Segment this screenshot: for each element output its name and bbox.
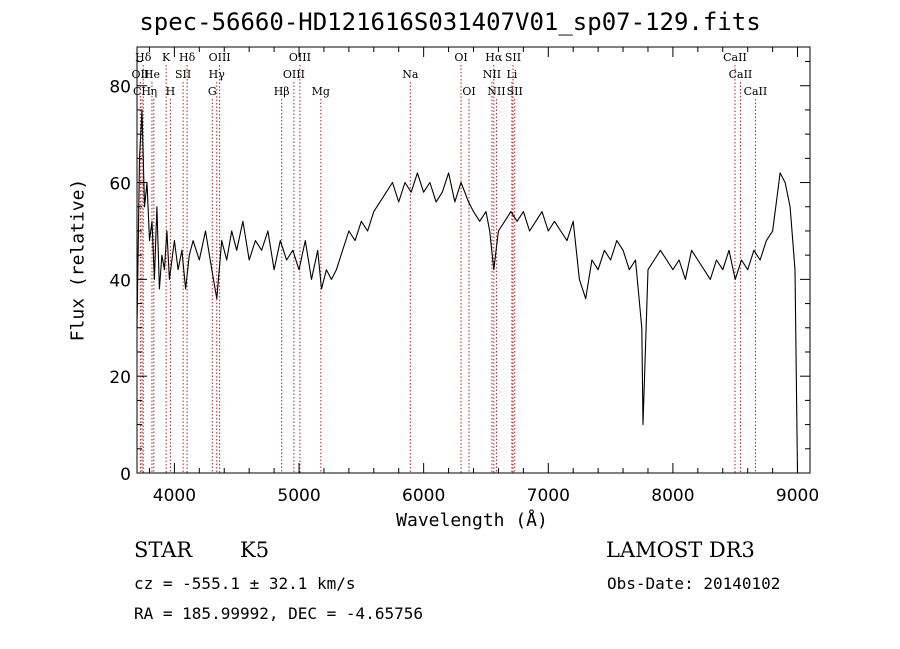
object-subclass: K5	[240, 538, 270, 562]
line-marker-label-5: OI	[454, 51, 467, 64]
x-axis-ticks: 4000 5000 6000 7000 8000 9000	[148, 47, 819, 506]
x-tick-label-2: 6000	[402, 486, 445, 506]
spectrum-line-0	[136, 109, 799, 474]
ra-dec-coordinates: RA = 185.99992, DEC = -4.65756	[134, 604, 423, 623]
line-marker-label-14: Na	[402, 68, 419, 81]
y-axis-ticks: 0 20 40 60 80	[109, 61, 810, 485]
line-marker-label-8: CaII	[723, 51, 747, 64]
y-tick-label-3: 60	[109, 175, 131, 195]
line-marker-label-6: Hα	[485, 51, 503, 64]
line-marker-label-17: CaII	[729, 68, 753, 81]
spectrum-series	[136, 109, 799, 474]
line-marker-label-26: SII	[507, 85, 523, 98]
redshift-cz: cz = -555.1 ± 32.1 km/s	[134, 574, 356, 593]
observation-date: Obs-Date: 20140102	[607, 574, 781, 593]
line-marker-label-0: Hδ	[135, 51, 152, 64]
y-tick-label-0: 0	[120, 465, 131, 485]
line-marker-label-23: Mg	[312, 85, 330, 98]
line-marker-label-9: OII	[132, 68, 150, 81]
x-tick-label-3: 7000	[527, 486, 570, 506]
line-marker-label-4: OIII	[289, 51, 311, 64]
line-marker-label-7: SII	[505, 51, 521, 64]
x-tick-label-0: 4000	[153, 486, 196, 506]
x-tick-label-1: 5000	[277, 486, 320, 506]
plot-frame	[136, 46, 811, 474]
line-marker-label-27: CaII	[744, 85, 768, 98]
line-marker-label-11: SII	[175, 68, 191, 81]
line-marker-label-21: G	[208, 85, 217, 98]
chart-title: spec-56660-HD121616S031407V01_sp07-129.f…	[139, 8, 761, 36]
line-marker-label-1: K	[162, 51, 171, 64]
x-tick-label-5: 9000	[776, 486, 819, 506]
y-tick-label-4: 80	[109, 78, 131, 98]
line-marker-label-13: OIII	[283, 68, 305, 81]
x-axis-label: Wavelength (Å)	[396, 510, 548, 531]
line-marker-label-18: CH	[133, 85, 151, 98]
y-tick-label-2: 40	[109, 271, 131, 291]
line-marker-label-20: H	[166, 85, 176, 98]
line-marker-label-16: Li	[506, 68, 517, 81]
y-tick-label-1: 20	[109, 368, 131, 388]
line-marker-label-2: Hδ	[179, 51, 196, 64]
line-marker-label-22: Hβ	[274, 85, 290, 98]
x-tick-label-4: 8000	[651, 486, 694, 506]
line-marker-label-24: OI	[462, 85, 475, 98]
survey-name: LAMOST DR3	[606, 538, 755, 562]
line-marker-label-3: OIII	[209, 51, 231, 64]
line-marker-label-12: Hγ	[209, 68, 226, 81]
line-marker-label-25: NII	[487, 85, 505, 98]
y-axis-label: Flux (relative)	[67, 178, 89, 342]
object-class: STAR	[134, 538, 193, 562]
line-marker-label-19: η	[151, 85, 158, 98]
line-marker-label-10: He	[144, 68, 160, 81]
line-marker-label-15: NII	[483, 68, 501, 81]
spectral-line-markers	[139, 65, 756, 473]
